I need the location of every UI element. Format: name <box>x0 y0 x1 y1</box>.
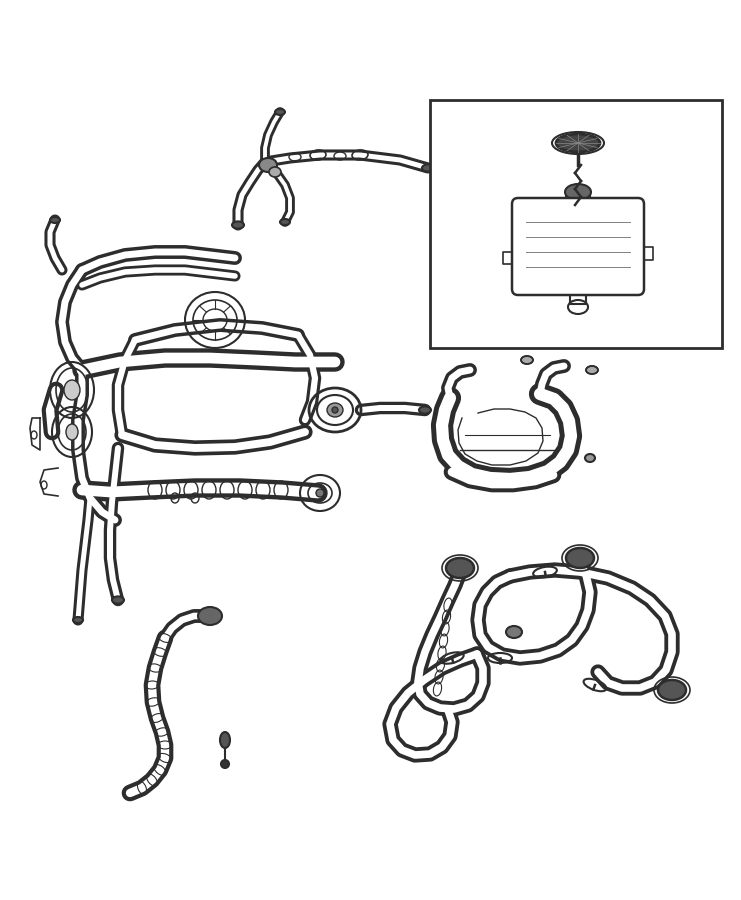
Ellipse shape <box>332 407 338 413</box>
Ellipse shape <box>275 109 285 115</box>
Ellipse shape <box>422 165 434 172</box>
Ellipse shape <box>66 424 78 440</box>
Ellipse shape <box>221 760 229 768</box>
Ellipse shape <box>269 167 281 177</box>
Ellipse shape <box>112 597 124 604</box>
Ellipse shape <box>521 356 533 364</box>
Ellipse shape <box>446 558 474 578</box>
Ellipse shape <box>73 617 83 623</box>
Ellipse shape <box>585 454 595 462</box>
Ellipse shape <box>280 219 290 225</box>
Ellipse shape <box>327 403 343 417</box>
Ellipse shape <box>566 548 594 568</box>
Ellipse shape <box>419 407 431 414</box>
Ellipse shape <box>50 217 60 223</box>
Ellipse shape <box>586 366 598 374</box>
Ellipse shape <box>565 184 591 200</box>
Ellipse shape <box>658 680 686 700</box>
Ellipse shape <box>220 732 230 748</box>
Ellipse shape <box>506 626 522 638</box>
Ellipse shape <box>198 607 222 625</box>
Ellipse shape <box>232 221 244 229</box>
Bar <box>430 100 722 348</box>
Ellipse shape <box>556 134 600 152</box>
Ellipse shape <box>316 489 324 497</box>
FancyBboxPatch shape <box>512 198 644 295</box>
Ellipse shape <box>259 158 277 172</box>
Ellipse shape <box>64 380 80 400</box>
